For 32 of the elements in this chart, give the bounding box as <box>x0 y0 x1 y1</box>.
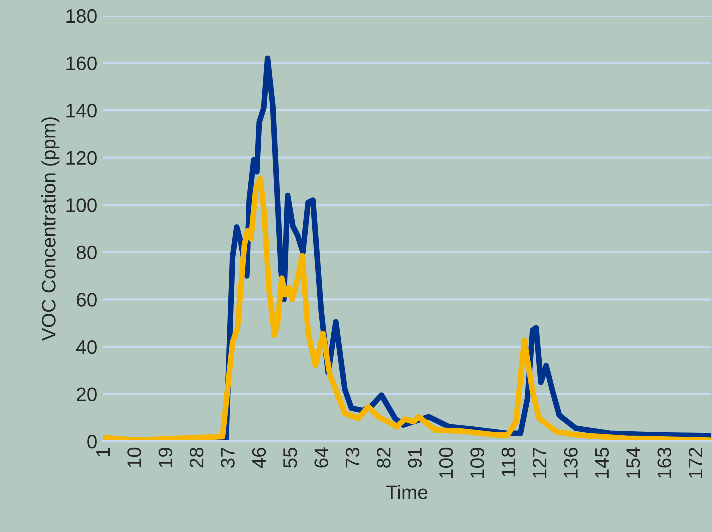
x-tick-label: 109 <box>470 448 484 478</box>
y-tick-label: 60 <box>77 293 97 307</box>
x-tick-label: 172 <box>688 448 702 478</box>
x-tick-label: 55 <box>284 448 298 468</box>
x-tick-label: 100 <box>439 448 454 478</box>
x-tick-label: 118 <box>502 448 516 477</box>
x-tick-label: 163 <box>658 448 672 478</box>
x-tick-label: 145 <box>596 448 610 478</box>
y-tick-label: 40 <box>76 340 97 354</box>
y-tick-label: 120 <box>66 151 97 166</box>
y-tick-label: 20 <box>77 388 97 402</box>
y-tick-label: 100 <box>66 198 97 212</box>
x-tick-label: 154 <box>626 448 640 478</box>
y-tick-label: 0 <box>88 435 97 449</box>
x-tick-label: 28 <box>190 448 204 468</box>
x-axis-title: Time <box>386 485 428 500</box>
x-tick-label: 136 <box>564 448 578 478</box>
y-axis-title: VOC Concentration (ppm) <box>42 118 60 342</box>
x-tick-label: 1 <box>96 448 110 456</box>
x-tick-label: 82 <box>377 448 391 468</box>
y-tick-label: 180 <box>66 9 97 24</box>
x-tick-label: 37 <box>221 448 235 468</box>
x-tick-label: 73 <box>346 448 360 468</box>
x-tick-label: 64 <box>314 448 328 468</box>
y-tick-label: 140 <box>66 104 97 118</box>
x-tick-label: 46 <box>252 448 266 468</box>
y-tick-label: 80 <box>76 246 97 260</box>
y-tick-label: 160 <box>66 56 97 70</box>
x-tick-label: 91 <box>408 448 422 468</box>
x-tick-label: 10 <box>128 448 142 468</box>
x-tick-label: 127 <box>532 448 547 478</box>
x-tick-label: 19 <box>158 448 173 468</box>
